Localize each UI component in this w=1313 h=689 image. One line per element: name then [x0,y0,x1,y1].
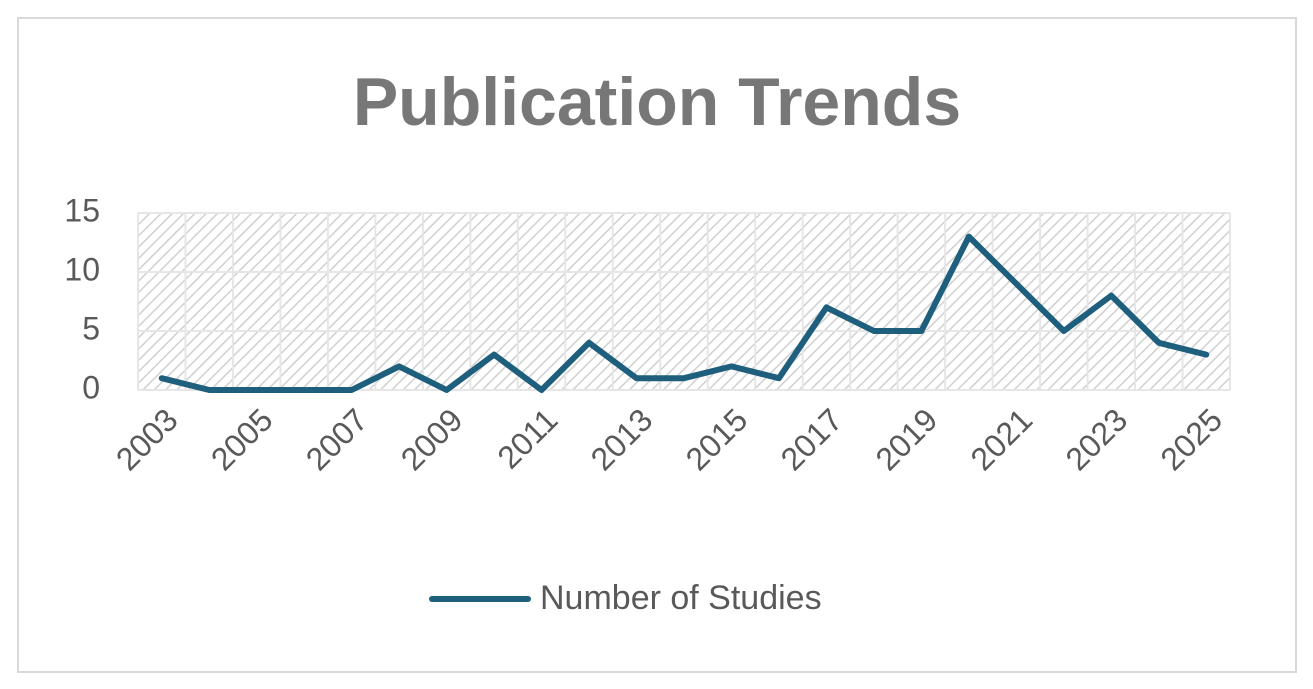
plot-area [138,213,1230,390]
y-tick-label: 15 [64,192,100,228]
y-tick-label: 5 [82,310,100,346]
data-line [158,233,1210,393]
chart-title: Publication Trends [353,64,961,140]
y-tick-label: 0 [82,369,100,405]
y-tick-label: 10 [64,251,100,287]
legend-label: Number of Studies [540,579,822,617]
